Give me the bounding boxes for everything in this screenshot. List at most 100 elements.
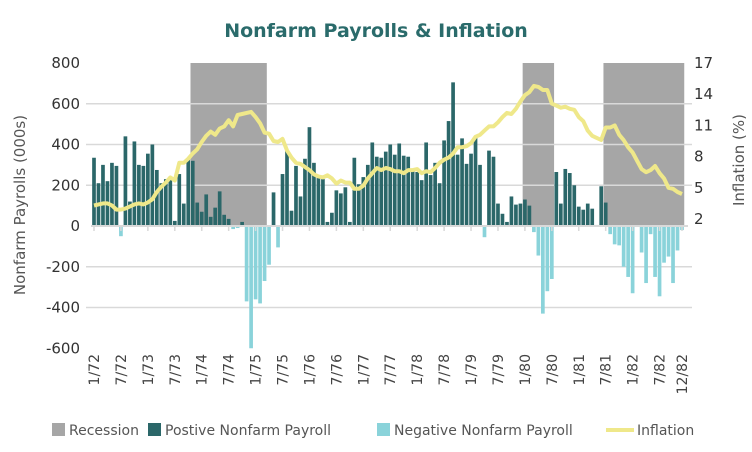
positive-payroll-bar xyxy=(563,168,568,226)
x-tick-label: 12/82 xyxy=(675,354,691,394)
x-tick-label: 7/77 xyxy=(383,354,399,385)
x-axis xyxy=(91,225,688,231)
positive-payroll-bar xyxy=(567,173,572,226)
positive-payroll-bar xyxy=(159,183,164,226)
positive-payroll-bar xyxy=(514,204,518,226)
x-tick-label: 7/75 xyxy=(276,354,292,385)
positive-payroll-bar xyxy=(137,164,141,226)
positive-payroll-bar xyxy=(388,144,393,226)
positive-payroll-bar xyxy=(572,185,577,226)
positive-payroll-bar xyxy=(280,174,285,226)
chart-title: Nonfarm Payrolls & Inflation xyxy=(224,20,528,42)
negative-payroll-bar xyxy=(626,226,630,277)
x-tick-label: 7/78 xyxy=(437,354,453,385)
legend-label-negative: Negative Nonfarm Payroll xyxy=(394,423,573,439)
positive-payroll-bar xyxy=(204,194,209,226)
positive-payroll-bar xyxy=(374,156,379,226)
positive-payroll-bar xyxy=(473,136,478,226)
positive-payroll-bar xyxy=(365,164,370,226)
x-tick-label: 7/81 xyxy=(599,354,615,385)
negative-payroll-bar xyxy=(675,226,680,251)
positive-payroll-bar xyxy=(114,165,119,226)
negative-payroll-bar xyxy=(653,226,657,277)
positive-payroll-bar xyxy=(576,206,581,226)
positive-payroll-bar xyxy=(154,169,159,226)
positive-payroll-bar xyxy=(437,183,442,226)
positive-payroll-bar xyxy=(392,154,397,226)
x-tick-label: 1/82 xyxy=(626,354,642,385)
negative-payroll-bar xyxy=(657,226,662,297)
positive-payroll-bar xyxy=(558,203,563,226)
positive-payroll-bar xyxy=(383,151,388,226)
negative-payroll-bar xyxy=(235,226,240,229)
negative-payroll-bar xyxy=(253,226,258,300)
positive-payroll-bar xyxy=(325,221,330,226)
positive-payroll-bar xyxy=(496,203,500,226)
positive-payroll-bar xyxy=(307,127,312,226)
left-axis-title: Nonfarm Payrolls (000s) xyxy=(11,115,29,295)
positive-payroll-bar xyxy=(352,157,357,226)
positive-payroll-bar xyxy=(199,211,204,226)
negative-payroll-bar xyxy=(267,226,271,265)
negative-payroll-bar xyxy=(541,226,545,314)
positive-payroll-bar xyxy=(208,216,213,226)
negative-payroll-bar xyxy=(617,226,622,246)
negative-payroll-bar xyxy=(662,226,666,263)
positive-payroll-bar xyxy=(195,202,200,226)
positive-payroll-bar xyxy=(181,203,186,226)
negative-payroll-bar xyxy=(536,226,541,256)
positive-payroll-bar xyxy=(370,142,375,226)
left-axis-ticks: 800 600 400 200 0 -200 -400 -600 xyxy=(46,54,80,357)
negative-payroll-bar xyxy=(262,226,267,282)
right-tick-label: 2 xyxy=(694,210,704,228)
x-tick-label: 7/72 xyxy=(114,354,130,385)
positive-payroll-bar xyxy=(500,213,505,226)
left-tick-label: 400 xyxy=(51,136,80,154)
negative-payroll-bar xyxy=(666,226,671,257)
positive-payroll-bar xyxy=(585,203,590,226)
positive-payroll-bar xyxy=(168,177,173,226)
positive-payroll-bar xyxy=(217,191,222,226)
positive-payroll-bar xyxy=(460,138,464,226)
positive-payroll-bar xyxy=(356,184,361,226)
positive-payroll-bar xyxy=(361,177,366,226)
positive-payroll-bar xyxy=(428,175,433,226)
right-tick-label: 14 xyxy=(694,85,713,103)
negative-payroll-bar xyxy=(671,226,675,284)
positive-payroll-bar xyxy=(163,179,168,226)
positive-payroll-bar xyxy=(464,163,469,226)
x-tick-label: 7/73 xyxy=(168,354,184,385)
legend-swatch-positive xyxy=(148,423,161,436)
negative-payroll-bar xyxy=(276,226,280,248)
positive-payroll-bar xyxy=(271,192,276,226)
legend-label-recession: Recession xyxy=(69,423,139,439)
left-tick-label: -400 xyxy=(46,299,80,317)
negative-payroll-bar xyxy=(231,226,235,230)
positive-payroll-bar xyxy=(298,196,303,226)
positive-payroll-bar xyxy=(433,162,437,226)
right-axis-title: Inflation (%) xyxy=(730,114,748,206)
positive-payroll-bar xyxy=(186,158,191,226)
negative-payroll-bar xyxy=(621,226,626,267)
right-axis-ticks: 17 14 11 8 5 2 xyxy=(694,54,713,228)
positive-payroll-bar xyxy=(509,196,514,226)
positive-payroll-bar xyxy=(92,157,96,226)
positive-payroll-bar xyxy=(581,209,586,226)
negative-payroll-bar xyxy=(258,226,262,304)
right-tick-label: 11 xyxy=(694,116,713,134)
positive-payroll-bar xyxy=(150,144,155,226)
negative-payroll-bar xyxy=(630,226,635,294)
positive-payroll-bar xyxy=(128,201,132,226)
positive-payroll-bar xyxy=(146,153,150,226)
positive-payroll-bar xyxy=(321,179,325,226)
positive-payroll-bar xyxy=(123,136,128,226)
positive-payroll-bar xyxy=(523,199,527,226)
left-tick-label: 800 xyxy=(51,54,80,72)
positive-payroll-bar xyxy=(419,180,424,226)
positive-payroll-bar xyxy=(330,212,334,226)
positive-payroll-bar xyxy=(424,142,428,226)
negative-payroll-bar xyxy=(532,226,536,233)
x-tick-label: 1/74 xyxy=(195,354,211,386)
negative-payroll-bar xyxy=(482,226,487,238)
